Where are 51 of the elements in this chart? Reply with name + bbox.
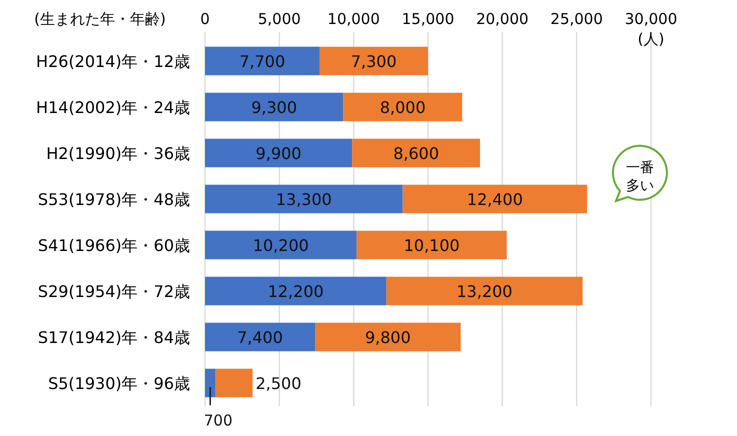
bar	[386, 276, 583, 306]
data-label: 13,300	[276, 190, 332, 209]
data-label: 7,700	[239, 52, 286, 71]
bar	[402, 184, 588, 214]
x-tick-label: 15,000	[402, 10, 454, 28]
bar	[205, 322, 316, 352]
bar	[205, 184, 403, 214]
data-label: 9,900	[256, 144, 302, 163]
data-label: 13,200	[456, 282, 512, 301]
y-axis-title: (生まれた年・年齢)	[34, 10, 166, 28]
y-tick-label: S53(1978)年・48歳	[38, 190, 190, 209]
y-tick-label: H2(1990)年・36歳	[46, 144, 190, 163]
annotation-bubble: 一番多い	[612, 144, 668, 202]
y-tick-label: S41(1966)年・60歳	[38, 236, 190, 255]
data-label: 12,400	[466, 190, 523, 209]
data-label: 7,400	[237, 328, 283, 347]
bar	[315, 322, 461, 352]
bar	[205, 92, 344, 122]
y-tick-label: H14(2002)年・24歳	[36, 98, 190, 117]
data-label: 2,500	[256, 374, 302, 393]
x-tick-label: 5,000	[258, 10, 301, 28]
data-label: 8,000	[380, 98, 426, 117]
y-tick-label: H26(2014)年・12歳	[36, 52, 190, 71]
x-tick-label: 20,000	[476, 10, 529, 28]
x-tick-label: 25,000	[550, 10, 603, 28]
y-tick-label: S17(1942)年・84歳	[38, 328, 190, 347]
x-tick-label: 10,000	[327, 10, 380, 28]
bar	[205, 276, 386, 306]
x-tick-label: 0	[200, 10, 210, 28]
bar	[205, 46, 320, 76]
data-label: 8,600	[393, 144, 440, 163]
data-label: 10,100	[404, 236, 460, 255]
x-axis-title: (人)	[638, 30, 664, 48]
bar	[215, 368, 253, 398]
bar	[343, 92, 462, 122]
x-tick-label: 30,000	[624, 10, 678, 28]
data-label: 10,200	[252, 236, 309, 255]
data-label: 9,800	[364, 328, 411, 347]
annotation: 一番多い	[626, 160, 654, 194]
y-tick-label: S29(1954)年・72歳	[38, 282, 190, 301]
data-label: 7,300	[350, 52, 397, 71]
data-label: 12,200	[268, 282, 324, 301]
data-label: 700	[204, 411, 233, 430]
bar	[205, 230, 357, 260]
bar	[356, 230, 507, 260]
bar	[205, 138, 352, 168]
bar	[319, 46, 428, 76]
bar	[205, 368, 216, 398]
y-tick-label: S5(1930)年・96歳	[48, 374, 190, 393]
bar	[352, 138, 480, 168]
data-label: 9,300	[251, 98, 298, 117]
